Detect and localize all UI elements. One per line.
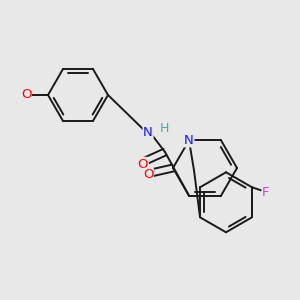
Text: O: O [138,158,148,170]
Text: O: O [21,88,31,101]
Text: F: F [262,186,270,199]
Text: O: O [143,169,153,182]
Text: N: N [143,125,153,139]
Text: N: N [184,134,194,147]
Text: H: H [160,122,169,134]
